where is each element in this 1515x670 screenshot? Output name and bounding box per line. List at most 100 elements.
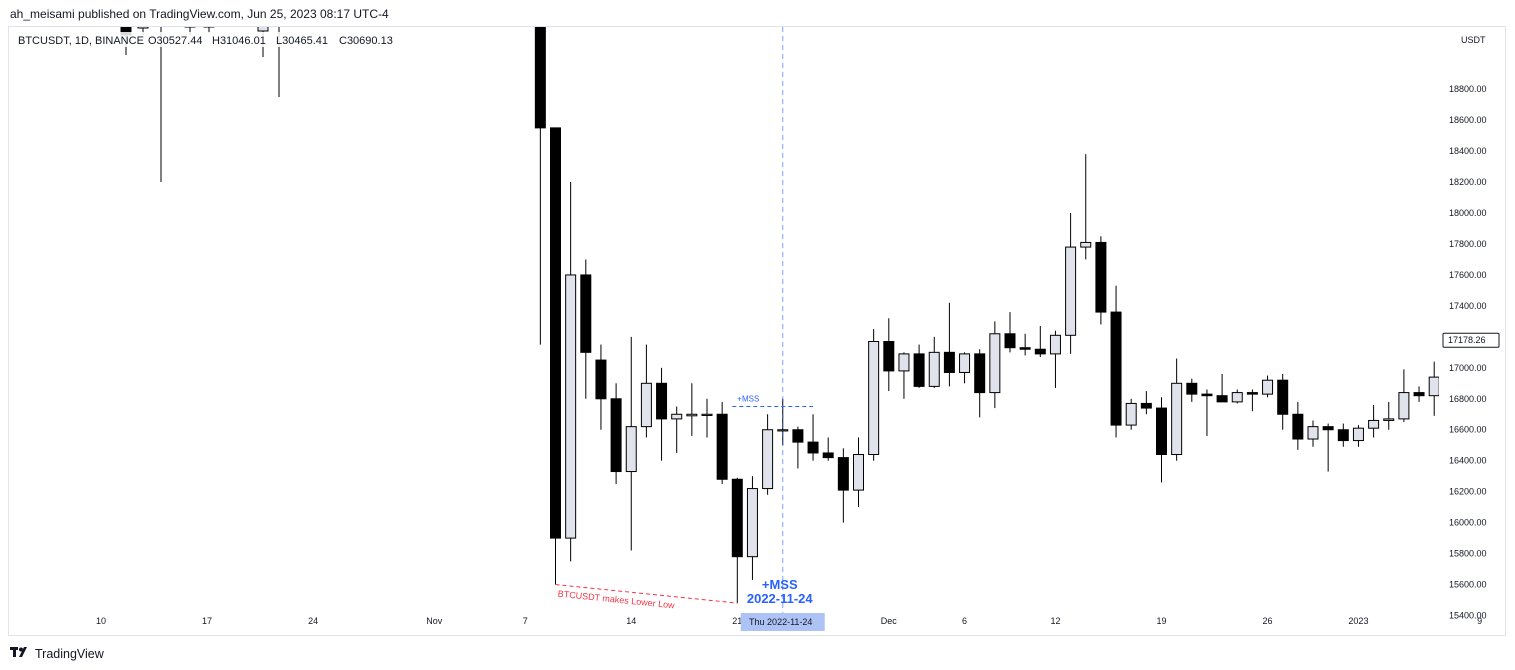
candle	[686, 383, 698, 436]
candle-body	[1231, 392, 1243, 403]
candle	[959, 352, 971, 384]
candle-body	[1171, 382, 1183, 456]
candle-body	[989, 333, 1001, 394]
price-axis[interactable]: USDT 18800.00 18600.00 18400.00 18200.00 1800…	[1442, 35, 1500, 621]
candle	[943, 302, 955, 387]
candle	[974, 349, 986, 418]
candle-body	[1110, 311, 1122, 426]
candle	[1216, 374, 1228, 403]
price-tick-label: 18200.00	[1449, 177, 1487, 187]
candle-body	[1140, 402, 1152, 409]
candle	[565, 182, 577, 562]
candlestick-chart[interactable]: BTCUSDT makes Lower Low+MSS+MSS2022-11-2…	[9, 27, 1505, 635]
time-tick-label: Dec	[881, 616, 898, 626]
legend-open: O30527.44	[148, 35, 202, 47]
candle	[203, 27, 215, 33]
candle-body	[1201, 393, 1213, 397]
price-tick-label: 16600.00	[1449, 425, 1487, 435]
candle-body	[671, 413, 683, 420]
annotations-layer: BTCUSDT makes Lower Low+MSS+MSS2022-11-2…	[555, 27, 814, 621]
candle-body	[1262, 379, 1274, 395]
candle-body	[898, 353, 910, 372]
candle-body	[534, 27, 546, 129]
candle	[1125, 398, 1137, 430]
time-tick-label: 14	[626, 616, 636, 626]
price-tick-label: 17400.00	[1449, 301, 1487, 311]
candle	[550, 127, 561, 585]
candle	[1352, 425, 1364, 447]
candle	[989, 321, 1001, 409]
candle	[898, 352, 910, 399]
candle-body	[625, 426, 637, 473]
mss-big-label: +MSS	[762, 577, 798, 592]
candle	[625, 336, 637, 551]
candle	[1080, 154, 1092, 260]
candle	[610, 383, 622, 484]
candle-body	[610, 398, 622, 473]
candle-body	[1307, 426, 1319, 440]
candle-body	[1034, 348, 1046, 355]
price-tick-label: 16400.00	[1449, 456, 1487, 466]
candle	[1034, 326, 1046, 357]
candle-body	[137, 27, 149, 29]
price-axis-unit: USDT	[1461, 35, 1486, 45]
candle	[837, 448, 849, 523]
price-tick-label: 17600.00	[1449, 270, 1487, 280]
candle-body	[746, 488, 758, 558]
candle-body	[777, 429, 789, 432]
candle-body	[868, 341, 880, 456]
candle-body	[1444, 377, 1454, 379]
candle	[640, 344, 652, 438]
candle	[822, 437, 834, 461]
candle	[1156, 397, 1167, 483]
candle	[1337, 423, 1349, 447]
candle-body	[1337, 429, 1349, 442]
candle	[1201, 389, 1213, 436]
candle-body	[853, 454, 864, 491]
candle-body	[1322, 426, 1334, 431]
candle	[1398, 369, 1410, 422]
price-tick-label: 17800.00	[1449, 239, 1487, 249]
chart-panel[interactable]: BTCUSDT makes Lower Low +MSS +MSS 2022-11-2…	[8, 26, 1506, 636]
mss-date-label: 2022-11-24	[747, 591, 814, 606]
candle	[746, 476, 758, 580]
price-tick-label: 16000.00	[1449, 518, 1487, 528]
candle-body	[257, 27, 269, 32]
candle-body	[762, 429, 774, 490]
candle-body	[550, 127, 561, 539]
candle	[595, 344, 607, 430]
legend-close: C30690.13	[339, 35, 393, 47]
candle-body	[807, 441, 819, 454]
candle-body	[883, 341, 895, 372]
price-tick-label: 17000.00	[1449, 363, 1487, 373]
last-price-label: 17178.26	[1448, 335, 1486, 345]
price-tick-label: 15800.00	[1449, 549, 1487, 559]
candle-body	[1095, 241, 1107, 313]
symbol-legend: BTCUSDT, 1D, BINANCE O30527.44 H31046.01 L3…	[15, 32, 407, 47]
price-tick-label: 18400.00	[1449, 146, 1487, 156]
candle-body	[1246, 392, 1258, 395]
legend-backdrop	[15, 32, 407, 47]
candle	[1292, 401, 1304, 450]
candle-body	[686, 413, 698, 417]
time-tick-label: 26	[1263, 616, 1273, 626]
time-axis[interactable]: 10 17 24 Nov 7 14 21 Dec 6 12 19 26 2023 9 Thu 2022-11…	[96, 613, 1482, 631]
candle-body	[1049, 334, 1061, 355]
candle	[278, 27, 280, 97]
candle-body	[580, 274, 592, 353]
time-tick-label: 21	[732, 616, 742, 626]
candle	[716, 401, 728, 484]
price-tick-label: 16800.00	[1449, 394, 1487, 404]
candle-body	[1398, 392, 1410, 420]
candle-body	[928, 351, 940, 387]
candle-body	[1004, 333, 1016, 349]
tradingview-branding[interactable]: TradingView	[10, 645, 104, 663]
legend-symbol: BTCUSDT, 1D, BINANCE	[18, 35, 144, 47]
candle-body	[595, 359, 607, 400]
candle	[1095, 236, 1107, 325]
candle	[731, 477, 743, 604]
candle	[1322, 423, 1334, 472]
legend-low: L30465.41	[276, 35, 328, 47]
candle-body	[837, 457, 849, 491]
legend-high: H31046.01	[212, 35, 266, 47]
